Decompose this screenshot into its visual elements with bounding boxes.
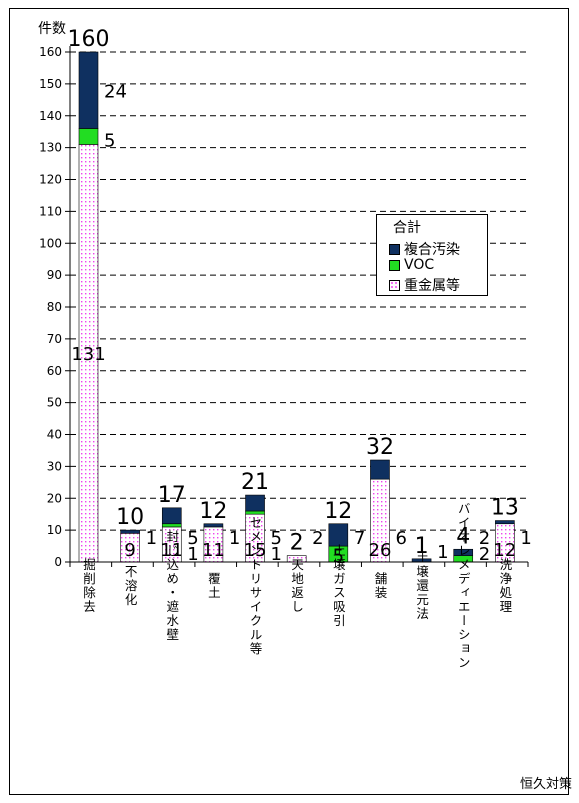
bar-total-label: 10 — [116, 505, 144, 530]
y-tick-label: 80 — [47, 300, 62, 314]
chart-frame — [9, 8, 569, 795]
bar-total-label: 17 — [158, 483, 186, 508]
y-tick-label: 30 — [47, 459, 62, 473]
bar-segment — [495, 520, 515, 525]
bar-segment — [161, 523, 182, 528]
segment-data-label: 2 — [479, 528, 490, 549]
segment-data-label: 5 — [271, 528, 282, 549]
bar-segment — [245, 510, 265, 515]
segment-data-label: 15 — [244, 540, 267, 561]
bar-total-label: 1 — [415, 534, 429, 559]
category-label: 洗浄処理 — [497, 558, 512, 614]
legend-label-voc: VOC — [404, 257, 435, 273]
bar-segment — [328, 523, 349, 547]
category-label: バイオレメディエーション — [456, 502, 471, 670]
segment-data-label: 2 — [479, 544, 490, 565]
segment-data-label: 1 — [271, 544, 282, 565]
legend-swatch-heavy-metals — [389, 279, 400, 291]
category-label: セメントリサイクル等 — [248, 516, 263, 656]
segment-data-label: 1 — [146, 528, 157, 549]
segment-data-label: 1 — [229, 528, 240, 549]
y-tick-label: 20 — [47, 491, 62, 505]
segment-data-label: 26 — [369, 540, 392, 561]
bar-segment — [161, 507, 182, 525]
bar-total-label: 4 — [456, 524, 470, 549]
segment-data-label: 1 — [187, 544, 198, 565]
segment-data-label: 2 — [312, 528, 323, 549]
bar-segment — [245, 494, 265, 512]
category-label: 土壌還元法 — [414, 551, 429, 621]
legend-item-heavy-metals: 重金属等 — [389, 275, 460, 295]
category-label: 舗装 — [372, 572, 387, 600]
segment-data-label: 131 — [71, 344, 105, 365]
y-tick-label: 50 — [47, 396, 62, 410]
bar-segment — [78, 128, 99, 145]
bar-total-label: 13 — [491, 496, 519, 521]
chart-legend: 合計 複合汚染 VOC 重金属等 — [376, 214, 488, 296]
y-tick-label: 150 — [39, 77, 62, 91]
x-axis-title: 恒久対策 — [520, 776, 572, 792]
y-tick-label: 140 — [39, 109, 62, 123]
segment-data-label: 1 — [437, 542, 448, 563]
segment-data-label: 24 — [104, 81, 127, 102]
category-label: 掘削除去 — [81, 557, 96, 614]
legend-swatch-voc — [389, 259, 400, 271]
segment-data-label: 5 — [104, 130, 115, 151]
bar-segment — [453, 548, 474, 556]
bar-segment — [120, 529, 140, 534]
bar-segment — [370, 459, 390, 480]
legend-item-fukugo: 複合汚染 — [389, 239, 460, 259]
bar-total-label: 21 — [241, 470, 269, 495]
bar-total-label: 12 — [324, 499, 352, 524]
category-label: 覆土 — [206, 572, 221, 600]
segment-data-label: 11 — [202, 540, 225, 561]
y-tick-label: 160 — [39, 45, 62, 59]
legend-item-voc: VOC — [389, 257, 434, 273]
y-tick-label: 10 — [47, 523, 62, 537]
segment-data-label: 11 — [160, 540, 183, 561]
bar-segment — [203, 523, 224, 528]
category-label: 土壌ガス吸引 — [331, 544, 346, 628]
segment-data-label: 6 — [395, 528, 406, 549]
category-label: 天地返し — [289, 558, 304, 614]
legend-title: 合計 — [393, 220, 421, 236]
segment-data-label: 9 — [124, 540, 135, 561]
bar-total-label: 2 — [290, 531, 304, 556]
y-tick-label: 60 — [47, 364, 62, 378]
y-tick-label: 130 — [39, 141, 62, 155]
legend-swatch-fukugo — [389, 243, 400, 255]
category-label: 封じ込め・遮水壁 — [164, 530, 179, 642]
y-tick-label: 0 — [54, 555, 62, 569]
segment-data-label: 1 — [520, 528, 531, 549]
y-tick-label: 90 — [47, 268, 62, 282]
segment-data-label: 7 — [354, 528, 365, 549]
segment-data-label: 5 — [333, 546, 344, 567]
y-tick-label: 40 — [47, 428, 62, 442]
y-axis-title: 件数 — [38, 21, 66, 37]
y-tick-label: 120 — [39, 173, 62, 187]
y-tick-label: 100 — [39, 236, 62, 250]
category-label: 不溶化 — [123, 565, 138, 607]
bar-segment — [78, 51, 99, 129]
y-tick-label: 110 — [39, 204, 62, 218]
segment-data-label: 5 — [187, 528, 198, 549]
legend-label-fukugo: 複合汚染 — [404, 242, 460, 258]
bar-total-label: 160 — [68, 27, 110, 52]
bar-total-label: 12 — [199, 499, 227, 524]
y-tick-label: 70 — [47, 332, 62, 346]
bar-total-label: 32 — [366, 435, 394, 460]
legend-label-heavy-metals: 重金属等 — [404, 278, 460, 294]
segment-data-label: 12 — [493, 540, 516, 561]
